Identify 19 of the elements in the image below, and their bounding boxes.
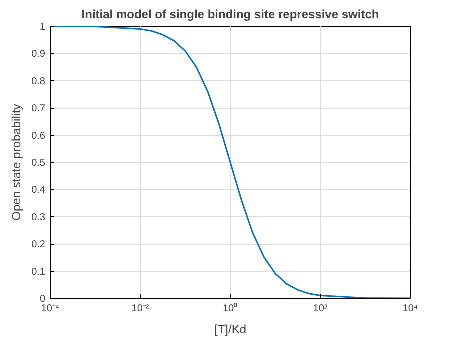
y-tick-label: 0.5	[32, 158, 46, 169]
y-tick-label: 0.6	[32, 130, 46, 142]
y-tick-label: 0.8	[32, 76, 46, 88]
x-tick-label: 10⁰	[222, 302, 238, 314]
x-tick-label: 10⁻²	[132, 304, 150, 314]
y-tick-label: 1	[40, 22, 46, 33]
chart-title: Initial model of single binding site repressive switch	[82, 8, 380, 22]
y-tick-label: 0.3	[32, 212, 46, 224]
y-tick-label: 0	[40, 294, 46, 305]
y-tick-label: 0.1	[32, 266, 46, 278]
y-tick-label: 0.4	[32, 185, 46, 196]
x-tick-label: 10⁻⁴	[41, 304, 60, 314]
y-tick-label: 0.9	[32, 49, 46, 60]
y-tick-label: 0.2	[32, 240, 46, 251]
y-axis-title: Open state probability	[10, 104, 24, 221]
x-tick-label: 10²	[313, 304, 328, 314]
x-axis-title: [T]/Kd	[214, 322, 247, 336]
x-tick-label: 10⁴	[402, 304, 418, 314]
y-tick-label: 0.7	[32, 104, 46, 115]
